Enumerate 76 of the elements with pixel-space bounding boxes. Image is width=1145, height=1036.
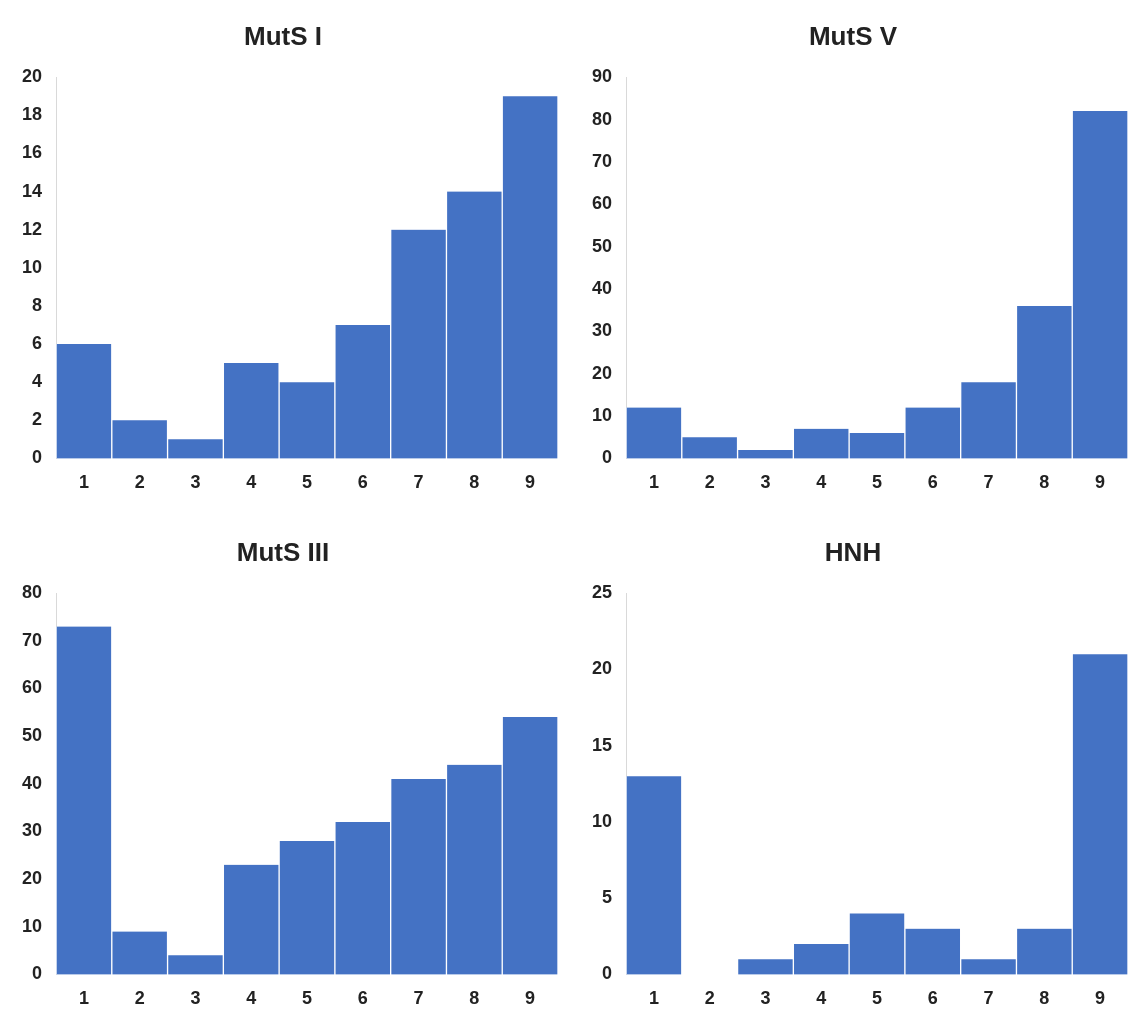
x-tick-label: 4	[246, 472, 257, 493]
y-tick-label: 10	[21, 256, 43, 277]
x-tick-label: 9	[525, 472, 536, 493]
x-tick-label: 5	[302, 472, 313, 493]
x-tick-label: 1	[78, 988, 89, 1009]
x-tick-label: 3	[190, 472, 201, 493]
x-tick-label: 5	[872, 988, 883, 1009]
y-tick-label: 80	[591, 108, 613, 129]
y-tick-label: 8	[32, 294, 43, 315]
chart-title: MutS III	[236, 536, 330, 567]
x-tick-label: 2	[134, 472, 145, 493]
y-tick-label: 60	[21, 677, 43, 698]
x-tick-label: 9	[1095, 988, 1106, 1009]
y-tick-label: 20	[591, 658, 613, 679]
x-tick-label: 7	[983, 472, 994, 493]
x-tick-label: 4	[816, 472, 827, 493]
x-tick-label: 2	[134, 988, 145, 1009]
y-tick-label: 16	[21, 142, 43, 163]
x-tick-label: 8	[1039, 472, 1050, 493]
x-tick-label: 8	[1039, 988, 1050, 1009]
x-tick-label: 3	[760, 472, 771, 493]
y-tick-label: 90	[591, 66, 613, 87]
y-tick-label: 60	[591, 193, 613, 214]
x-tick-label: 3	[190, 988, 201, 1009]
y-tick-label: 10	[591, 405, 613, 426]
y-tick-label: 70	[591, 150, 613, 171]
x-tick-label: 6	[927, 988, 938, 1009]
x-tick-label: 7	[413, 988, 424, 1009]
y-tick-label: 2	[32, 409, 43, 430]
chart-title: HNH	[824, 536, 882, 567]
y-tick-label: 50	[21, 725, 43, 746]
x-tick-label: 5	[872, 472, 883, 493]
chart-title: MutS V	[808, 20, 898, 51]
y-tick-label: 12	[21, 218, 43, 239]
x-tick-label: 9	[525, 988, 536, 1009]
y-tick-label: 14	[21, 180, 43, 201]
y-tick-label: 40	[591, 277, 613, 298]
x-tick-label: 7	[413, 472, 424, 493]
y-tick-label: 0	[32, 963, 43, 984]
y-tick-label: 70	[21, 629, 43, 650]
y-tick-label: 10	[591, 810, 613, 831]
x-tick-label: 1	[648, 988, 659, 1009]
x-tick-label: 7	[983, 988, 994, 1009]
x-tick-label: 5	[302, 988, 313, 1009]
y-tick-label: 6	[32, 333, 43, 354]
y-tick-label: 20	[591, 362, 613, 383]
x-tick-label: 4	[816, 988, 827, 1009]
y-tick-label: 0	[602, 447, 613, 468]
x-tick-label: 1	[648, 472, 659, 493]
y-tick-label: 5	[602, 887, 613, 908]
x-tick-label: 3	[760, 988, 771, 1009]
y-tick-label: 50	[591, 235, 613, 256]
x-tick-label: 6	[357, 988, 368, 1009]
y-tick-label: 20	[21, 868, 43, 889]
x-tick-label: 4	[246, 988, 257, 1009]
y-tick-label: 4	[32, 371, 43, 392]
y-tick-label: 80	[21, 582, 43, 603]
x-tick-label: 6	[357, 472, 368, 493]
y-tick-label: 30	[591, 320, 613, 341]
x-tick-label: 9	[1095, 472, 1106, 493]
y-tick-label: 15	[591, 734, 613, 755]
y-tick-label: 40	[21, 772, 43, 793]
x-tick-label: 2	[704, 472, 715, 493]
y-tick-label: 10	[21, 915, 43, 936]
y-tick-label: 0	[602, 963, 613, 984]
x-tick-label: 8	[469, 472, 480, 493]
x-tick-label: 6	[927, 472, 938, 493]
y-tick-label: 0	[32, 447, 43, 468]
x-tick-label: 8	[469, 988, 480, 1009]
x-tick-label: 2	[704, 988, 715, 1009]
y-tick-label: 20	[21, 66, 43, 87]
chart-title: MutS I	[244, 20, 322, 51]
y-tick-label: 30	[21, 820, 43, 841]
y-tick-label: 25	[591, 582, 613, 603]
y-tick-label: 18	[21, 104, 43, 125]
x-tick-label: 1	[78, 472, 89, 493]
